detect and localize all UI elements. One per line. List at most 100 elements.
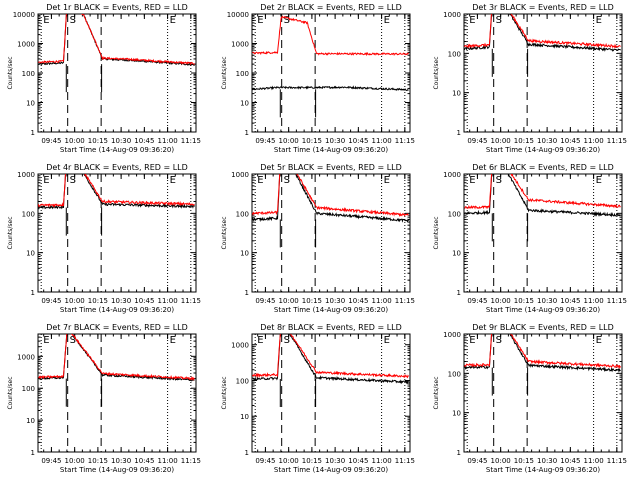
marker-label: E bbox=[43, 175, 49, 186]
x-tick-label: 10:45 bbox=[348, 137, 368, 145]
y-axis-label: Counts/sec bbox=[221, 56, 228, 89]
x-tick-label: 11:15 bbox=[181, 457, 201, 465]
x-axis-label: Start Time (14-Aug-09 09:36:20) bbox=[274, 466, 388, 474]
marker-label: E bbox=[170, 335, 176, 346]
panel-title: Det 3r BLACK = Events, RED = LLD bbox=[472, 3, 614, 12]
panel-7: Det 7r BLACK = Events, RED = LLD 1 10 100 10… bbox=[7, 323, 201, 474]
y-tick-label: 100 bbox=[22, 210, 35, 218]
marker-label: E bbox=[43, 15, 49, 26]
x-axis-label: Start Time (14-Aug-09 09:36:20) bbox=[274, 306, 388, 314]
y-axis-label: Counts/sec bbox=[7, 216, 14, 249]
panel-title: Det 7r BLACK = Events, RED = LLD bbox=[46, 323, 188, 332]
y-axis-label: Counts/sec bbox=[221, 376, 228, 409]
y-axis-label: Counts/sec bbox=[7, 376, 14, 409]
marker-label: E bbox=[170, 175, 176, 186]
x-tick-label: 11:00 bbox=[372, 297, 392, 305]
panel-title: Det 4r BLACK = Events, RED = LLD bbox=[46, 163, 188, 172]
y-tick-label: 1 bbox=[31, 289, 35, 297]
y-tick-label: 10000 bbox=[13, 11, 35, 19]
marker-label: S bbox=[70, 175, 76, 186]
y-axis-label: Counts/sec bbox=[433, 56, 440, 89]
x-tick-label: 10:15 bbox=[514, 137, 534, 145]
y-tick-label: 1000 bbox=[17, 171, 35, 179]
x-tick-label: 09:45 bbox=[255, 137, 275, 145]
y-tick-label: 1 bbox=[457, 449, 461, 457]
x-tick-label: 11:00 bbox=[158, 297, 178, 305]
series-lld bbox=[464, 334, 622, 370]
series-lld bbox=[252, 174, 409, 218]
x-tick-label: 11:15 bbox=[607, 137, 627, 145]
marker-label: E bbox=[384, 175, 390, 186]
x-tick-label: 11:00 bbox=[372, 137, 392, 145]
x-tick-label: 09:45 bbox=[255, 457, 275, 465]
marker-label: E bbox=[257, 175, 263, 186]
x-tick-label: 09:45 bbox=[467, 137, 487, 145]
plot-frame bbox=[251, 333, 411, 453]
x-tick-label: 11:00 bbox=[158, 137, 178, 145]
y-tick-label: 10 bbox=[452, 90, 461, 98]
marker-label: S bbox=[496, 335, 502, 346]
series-lld bbox=[464, 174, 621, 210]
y-tick-label: 100 bbox=[448, 50, 461, 58]
panel-6: Det 6r BLACK = Events, RED = LLD 1 10 100 10… bbox=[433, 163, 627, 314]
y-axis-label: Counts/sec bbox=[221, 216, 228, 249]
y-tick-label: 1000 bbox=[17, 353, 35, 361]
x-tick-label: 10:00 bbox=[491, 137, 511, 145]
x-tick-label: 09:45 bbox=[467, 297, 487, 305]
x-tick-label: 10:15 bbox=[88, 297, 108, 305]
x-tick-label: 10:30 bbox=[111, 137, 131, 145]
x-tick-label: 09:45 bbox=[467, 457, 487, 465]
panel-1: Det 1r BLACK = Events, RED = LLD 1 10 100 10… bbox=[7, 3, 201, 154]
plot-frame bbox=[251, 173, 411, 293]
y-tick-label: 1 bbox=[245, 449, 249, 457]
y-tick-label: 1 bbox=[245, 129, 249, 137]
marker-label: E bbox=[43, 335, 49, 346]
x-axis-label: Start Time (14-Aug-09 09:36:20) bbox=[60, 306, 174, 314]
y-tick-label: 1 bbox=[245, 289, 249, 297]
x-tick-label: 10:45 bbox=[134, 137, 154, 145]
y-tick-label: 1000 bbox=[17, 41, 35, 49]
panel-3: Det 3r BLACK = Events, RED = LLD 1 10 100 10… bbox=[433, 3, 627, 154]
y-tick-label: 100 bbox=[22, 70, 35, 78]
marker-label: S bbox=[496, 175, 502, 186]
marker-label: S bbox=[284, 15, 290, 26]
marker-label: E bbox=[469, 175, 475, 186]
series-lld bbox=[252, 334, 409, 379]
x-tick-label: 10:15 bbox=[88, 137, 108, 145]
plot-frame bbox=[37, 333, 197, 453]
y-tick-label: 10 bbox=[240, 413, 249, 421]
panel-title: Det 8r BLACK = Events, RED = LLD bbox=[260, 323, 402, 332]
y-tick-label: 10 bbox=[452, 410, 461, 418]
x-tick-label: 10:45 bbox=[560, 457, 580, 465]
x-tick-label: 10:15 bbox=[302, 297, 322, 305]
x-tick-label: 11:00 bbox=[584, 297, 604, 305]
marker-label: E bbox=[469, 335, 475, 346]
y-tick-label: 100 bbox=[236, 210, 249, 218]
x-tick-label: 09:45 bbox=[255, 297, 275, 305]
x-axis-label: Start Time (14-Aug-09 09:36:20) bbox=[486, 466, 600, 474]
y-tick-label: 1000 bbox=[231, 41, 249, 49]
x-tick-label: 11:00 bbox=[584, 137, 604, 145]
y-tick-label: 1000 bbox=[231, 171, 249, 179]
y-tick-label: 10 bbox=[240, 100, 249, 108]
x-tick-label: 10:00 bbox=[279, 297, 299, 305]
x-axis-label: Start Time (14-Aug-09 09:36:20) bbox=[486, 306, 600, 314]
plot-frame bbox=[463, 13, 623, 133]
y-tick-label: 100 bbox=[448, 210, 461, 218]
plot-frame bbox=[463, 173, 623, 293]
x-tick-label: 10:15 bbox=[88, 457, 108, 465]
x-axis-label: Start Time (14-Aug-09 09:36:20) bbox=[486, 146, 600, 154]
x-tick-label: 10:45 bbox=[134, 457, 154, 465]
plot-frame bbox=[251, 13, 411, 133]
x-tick-label: 10:30 bbox=[537, 297, 557, 305]
marker-label: S bbox=[284, 335, 290, 346]
marker-label: E bbox=[596, 335, 602, 346]
x-tick-label: 10:45 bbox=[134, 297, 154, 305]
marker-label: E bbox=[257, 335, 263, 346]
x-tick-label: 10:45 bbox=[348, 297, 368, 305]
y-tick-label: 10 bbox=[26, 100, 35, 108]
y-tick-label: 10 bbox=[26, 417, 35, 425]
panel-title: Det 5r BLACK = Events, RED = LLD bbox=[260, 163, 402, 172]
y-tick-label: 10 bbox=[240, 250, 249, 258]
x-tick-label: 10:30 bbox=[111, 297, 131, 305]
